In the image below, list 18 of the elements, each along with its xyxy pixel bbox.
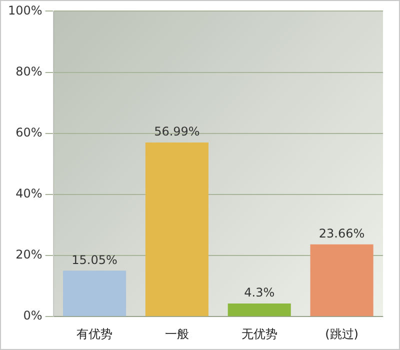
bar [310,244,374,316]
data-label: 15.05% [72,252,118,267]
y-tick-label: 100% [8,3,42,18]
y-tick-label: 20% [16,248,42,262]
bar [228,303,291,316]
y-tick-label: 40% [16,186,42,201]
x-tick-label: 一般 [164,326,189,341]
y-tick-label: 80% [16,64,42,78]
data-label: 23.66% [318,226,365,240]
bar [145,142,208,316]
x-tick-label: 有优势 [76,326,113,341]
data-label: 4.3% [244,286,275,300]
bar [62,270,126,316]
y-tick-label: 0% [23,308,42,323]
data-label: 56.99% [154,124,200,139]
y-tick-label: 60% [16,125,42,140]
x-tick-label: (跳过) [325,326,358,341]
x-tick-label: 无优势 [241,326,278,341]
